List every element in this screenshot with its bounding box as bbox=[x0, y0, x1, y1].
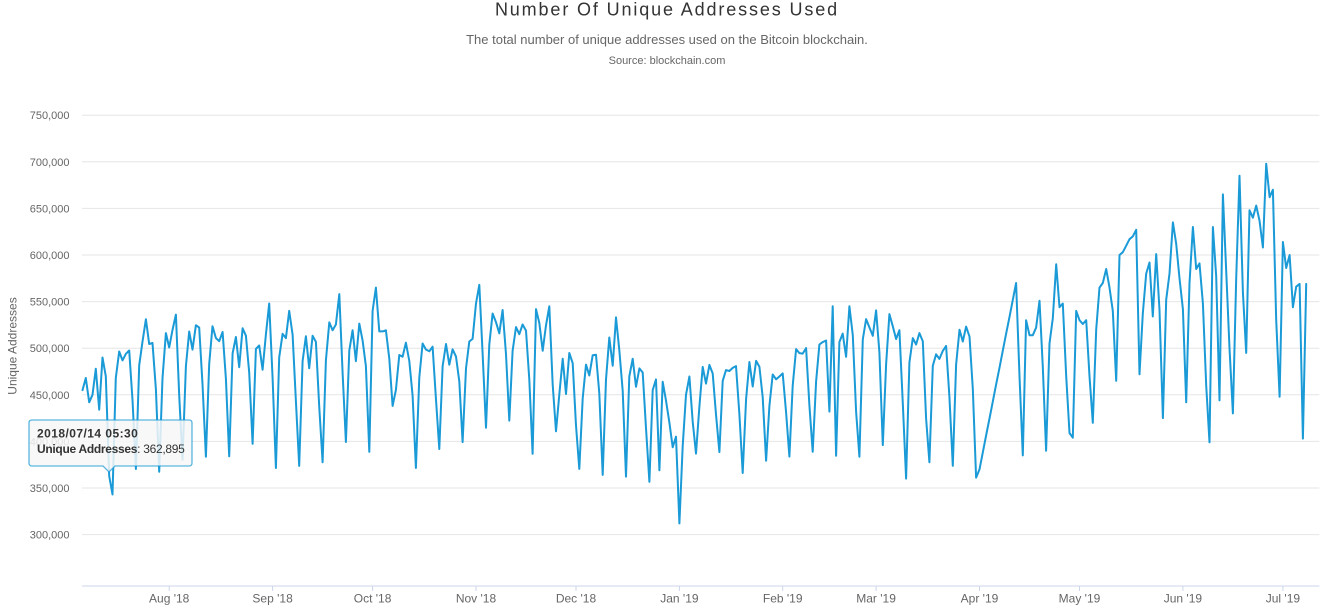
svg-text:May '19: May '19 bbox=[1059, 592, 1101, 606]
svg-text:600,000: 600,000 bbox=[30, 250, 70, 262]
svg-text:Aug '18: Aug '18 bbox=[149, 592, 190, 606]
svg-text:Feb '19: Feb '19 bbox=[763, 592, 803, 606]
svg-text:Sep '18: Sep '18 bbox=[252, 592, 293, 606]
svg-text:2018/07/14 05:30: 2018/07/14 05:30 bbox=[37, 427, 138, 441]
svg-text:Number Of Unique Addresses Use: Number Of Unique Addresses Used bbox=[495, 0, 839, 20]
svg-text:500,000: 500,000 bbox=[30, 343, 70, 355]
svg-text:Jun '19: Jun '19 bbox=[1164, 592, 1203, 606]
svg-text:300,000: 300,000 bbox=[30, 530, 70, 542]
svg-text:Source: blockchain.com: Source: blockchain.com bbox=[609, 55, 726, 67]
svg-text:350,000: 350,000 bbox=[30, 483, 70, 495]
svg-text:700,000: 700,000 bbox=[30, 157, 70, 169]
svg-text:650,000: 650,000 bbox=[30, 203, 70, 215]
svg-text:Apr '19: Apr '19 bbox=[961, 592, 999, 606]
svg-text:550,000: 550,000 bbox=[30, 297, 70, 309]
svg-text:Dec '18: Dec '18 bbox=[556, 592, 597, 606]
svg-text:Jul '19: Jul '19 bbox=[1266, 592, 1301, 606]
svg-text:Mar '19: Mar '19 bbox=[856, 592, 896, 606]
svg-text:750,000: 750,000 bbox=[30, 110, 70, 122]
svg-text:Unique Addresses: Unique Addresses bbox=[6, 297, 20, 394]
svg-text:Nov '18: Nov '18 bbox=[456, 592, 497, 606]
svg-text:The total number of unique add: The total number of unique addresses use… bbox=[466, 32, 868, 47]
svg-text:Unique Addresses: 362,895: Unique Addresses: 362,895 bbox=[37, 442, 185, 456]
svg-text:450,000: 450,000 bbox=[30, 390, 70, 402]
svg-text:Jan '19: Jan '19 bbox=[660, 592, 699, 606]
svg-text:Oct '18: Oct '18 bbox=[354, 592, 392, 606]
